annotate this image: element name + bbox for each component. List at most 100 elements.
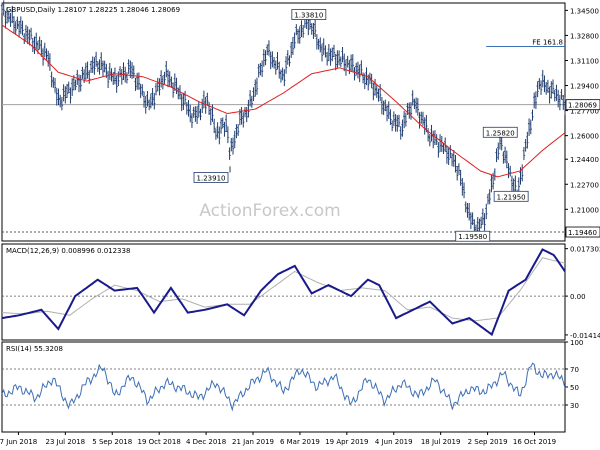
x-tick-label: 16 Oct 2019 bbox=[513, 438, 556, 446]
price-bar bbox=[134, 77, 137, 91]
price-bar bbox=[505, 150, 509, 169]
price-bar bbox=[290, 42, 293, 58]
price-bar bbox=[248, 90, 252, 107]
price-bar bbox=[486, 194, 490, 205]
rsi-line bbox=[1, 362, 566, 412]
price-bar bbox=[47, 50, 50, 67]
price-bar bbox=[69, 87, 72, 104]
price-bar bbox=[500, 136, 503, 151]
price-bar bbox=[264, 50, 267, 66]
price-bar bbox=[245, 106, 248, 123]
price-bar bbox=[55, 88, 58, 106]
x-tick-label: 19 Apr 2019 bbox=[325, 438, 368, 446]
price-bar bbox=[86, 61, 89, 79]
price-bar bbox=[64, 86, 67, 104]
price-bar bbox=[560, 89, 563, 100]
price-bar bbox=[40, 40, 43, 57]
price-bar bbox=[257, 63, 260, 78]
price-bar bbox=[325, 51, 329, 66]
price-bar bbox=[402, 110, 406, 129]
price-bar bbox=[529, 119, 532, 135]
price-bar bbox=[57, 88, 60, 106]
price-bar bbox=[312, 22, 315, 40]
price-bar bbox=[171, 82, 175, 98]
price-bar bbox=[173, 73, 177, 92]
price-bar bbox=[471, 212, 474, 225]
price-bar bbox=[77, 74, 81, 93]
macd-line bbox=[1, 248, 566, 337]
price-bar bbox=[125, 72, 129, 84]
price-bar bbox=[370, 73, 373, 89]
rsi-ytick-label: 100 bbox=[570, 339, 583, 347]
price-bar bbox=[284, 56, 288, 74]
price-bar bbox=[349, 54, 353, 72]
price-bar bbox=[16, 16, 19, 30]
rsi-ytick-label: 50 bbox=[570, 384, 579, 392]
price-bar bbox=[389, 109, 392, 125]
price-bar bbox=[231, 137, 235, 155]
price-bar bbox=[267, 40, 271, 56]
price-bar bbox=[58, 94, 62, 108]
price-bar bbox=[452, 150, 455, 167]
price-bar bbox=[295, 24, 298, 36]
price-bar bbox=[531, 109, 534, 121]
price-bar bbox=[62, 84, 65, 102]
price-bar bbox=[524, 138, 527, 152]
price-bar bbox=[432, 130, 435, 149]
price-bar bbox=[497, 142, 500, 160]
price-bar bbox=[301, 25, 305, 38]
annotation-label: 1.25820 bbox=[486, 129, 515, 137]
price-bar bbox=[153, 92, 156, 110]
x-tick-label: 5 Sep 2018 bbox=[92, 438, 132, 446]
x-tick-label: 7 Jun 2018 bbox=[0, 438, 37, 446]
price-bar bbox=[269, 51, 272, 70]
price-bar bbox=[199, 108, 202, 121]
price-bar bbox=[563, 97, 567, 115]
price-bar bbox=[310, 23, 313, 35]
price-bar bbox=[216, 122, 219, 139]
price-bar bbox=[384, 99, 387, 112]
price-bar bbox=[503, 146, 507, 164]
price-bar bbox=[219, 118, 223, 134]
price-bar bbox=[392, 111, 396, 127]
price-bar bbox=[385, 105, 389, 122]
price-bar bbox=[319, 37, 322, 53]
price-bar bbox=[556, 89, 560, 108]
price-bar bbox=[331, 47, 334, 62]
price-bar bbox=[495, 148, 498, 163]
price-bar bbox=[14, 21, 17, 35]
price-bar bbox=[84, 62, 88, 80]
price-bar bbox=[396, 115, 399, 132]
price-bar bbox=[192, 106, 195, 118]
price-bar bbox=[307, 17, 310, 36]
price-bar bbox=[420, 111, 423, 124]
price-bar bbox=[108, 62, 112, 80]
price-bar bbox=[247, 99, 250, 118]
annotation-box bbox=[482, 126, 518, 138]
price-bar bbox=[291, 37, 295, 55]
price-bar bbox=[154, 83, 158, 96]
price-bar bbox=[479, 216, 483, 229]
price-bar bbox=[204, 96, 207, 114]
panel-frame-0 bbox=[1, 2, 566, 242]
price-bar bbox=[223, 121, 226, 137]
price-bar bbox=[278, 61, 281, 79]
price-bar bbox=[113, 67, 117, 85]
price-bar bbox=[341, 46, 344, 63]
price-bar bbox=[262, 49, 266, 67]
price-bar bbox=[502, 151, 505, 164]
price-bar bbox=[96, 61, 100, 72]
price-bar bbox=[165, 61, 168, 78]
price-bar bbox=[283, 69, 286, 87]
price-bar bbox=[462, 182, 466, 199]
price-bar bbox=[522, 146, 526, 161]
price-bar bbox=[411, 90, 414, 106]
price-bar bbox=[158, 78, 161, 96]
price-bar bbox=[416, 98, 420, 116]
x-tick-label: 4 Jun 2019 bbox=[375, 438, 413, 446]
price-bar bbox=[221, 117, 224, 129]
price-bar bbox=[343, 53, 346, 72]
macd-ytick-label: 0.017302 bbox=[570, 246, 600, 254]
price-bar bbox=[194, 106, 197, 122]
